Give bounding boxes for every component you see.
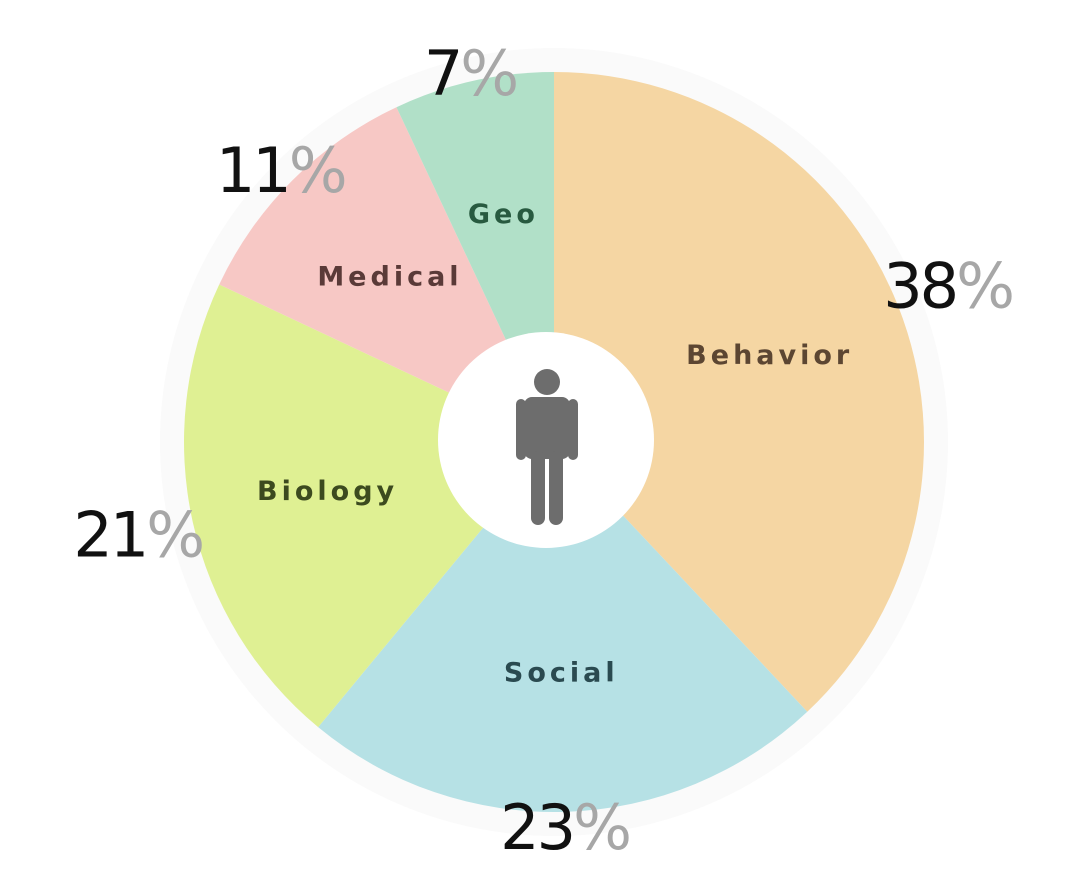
pie-slice-medical <box>219 107 554 442</box>
value-number-geo: 7 <box>424 37 460 110</box>
percent-sign-geo: % <box>460 37 519 110</box>
person-icon <box>516 369 578 525</box>
slice-label-social: Social <box>504 657 619 688</box>
slice-label-biology: Biology <box>257 476 398 507</box>
value-label-medical: 11% <box>216 134 348 207</box>
pie-slice-biology <box>183 284 554 728</box>
value-label-biology: 21% <box>73 499 205 572</box>
pie-slice-social <box>318 442 808 813</box>
slice-label-behavior: Behavior <box>686 340 853 371</box>
percent-sign-biology: % <box>146 499 205 572</box>
value-labels-group: 38%23%21%11%7% <box>73 37 1015 864</box>
value-label-geo: 7% <box>424 37 519 110</box>
value-number-medical: 11 <box>216 134 289 207</box>
value-number-social: 23 <box>500 791 573 864</box>
value-number-behavior: 38 <box>883 250 956 323</box>
slice-label-geo: Geo <box>468 199 539 230</box>
slice-label-medical: Medical <box>317 261 462 292</box>
percent-sign-behavior: % <box>956 250 1015 323</box>
percent-sign-medical: % <box>289 134 348 207</box>
value-label-behavior: 38% <box>883 250 1015 323</box>
value-number-biology: 21 <box>73 499 146 572</box>
value-label-social: 23% <box>500 791 632 864</box>
slices-group <box>183 72 924 813</box>
percent-sign-social: % <box>573 791 632 864</box>
pie-slice-behavior <box>554 72 924 712</box>
